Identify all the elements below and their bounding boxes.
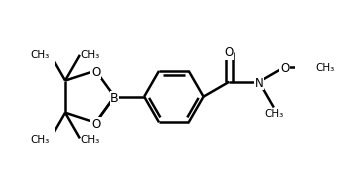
Text: CH₃: CH₃: [30, 135, 50, 145]
Text: CH₃: CH₃: [30, 50, 50, 60]
Text: CH₃: CH₃: [264, 109, 284, 119]
Text: O: O: [91, 66, 100, 79]
Text: B: B: [110, 92, 119, 105]
Text: CH₃: CH₃: [80, 50, 100, 60]
Text: CH₃: CH₃: [80, 135, 100, 145]
Text: O: O: [91, 118, 100, 131]
Text: N: N: [254, 77, 263, 90]
Text: O: O: [280, 62, 289, 75]
Text: CH₃: CH₃: [316, 63, 335, 73]
Text: O: O: [225, 46, 234, 59]
